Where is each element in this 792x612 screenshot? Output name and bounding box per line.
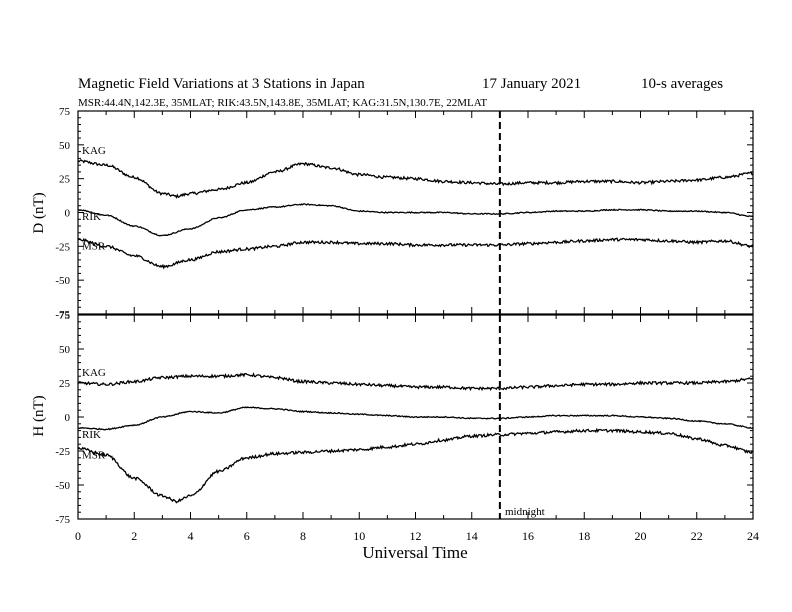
series-label-kag-h: KAG: [82, 367, 106, 379]
y-tick-label-h: 75: [59, 310, 71, 322]
series-line-rik-h: [77, 406, 754, 431]
y-tick-label-h: 50: [59, 344, 71, 356]
x-tick-label: 22: [691, 529, 703, 543]
x-tick-label: 4: [188, 529, 194, 543]
y-tick-label-h: 25: [59, 378, 71, 390]
series-label-rik-d: RIK: [82, 211, 101, 223]
series-label-kag-d: KAG: [82, 145, 106, 157]
x-tick-label: 0: [75, 529, 81, 543]
chart-date: 17 January 2021: [482, 76, 581, 92]
series-line-msr-h: [77, 427, 754, 504]
series-label-msr-h: MSR: [82, 449, 106, 461]
y-tick-label-d: 0: [65, 208, 71, 220]
y-tick-label-h: -25: [55, 446, 70, 458]
bottom-y-axis-title: H (nT): [31, 395, 47, 436]
y-tick-label-d: -75: [55, 309, 70, 321]
chart-stations-info: MSR:44.4N,142.3E, 35MLAT; RIK:43.5N,143.…: [78, 97, 487, 109]
chart-averaging: 10-s averages: [641, 76, 723, 92]
x-tick-label: 8: [300, 529, 306, 543]
top-y-axis-title: D (nT): [31, 192, 47, 233]
y-tick-label-d: 25: [59, 174, 71, 186]
x-tick-label: 2: [131, 529, 137, 543]
y-tick-label-h: 0: [65, 412, 71, 424]
x-tick-label: 10: [353, 529, 365, 543]
series-line-kag-h: [77, 372, 754, 392]
series-line-kag-d: [77, 159, 753, 199]
y-tick-label-d: -25: [55, 241, 70, 253]
x-axis-ticks: 0 2 4 6 8 10 12 14 16 18 20 22 24: [75, 529, 759, 543]
x-tick-label: 6: [244, 529, 250, 543]
series-line-msr-d: [77, 237, 754, 270]
x-tick-label: 24: [747, 529, 759, 543]
panel-h: 75 50 25 0 -25 -50 -75 KAG RIK MSR: [55, 310, 754, 526]
x-tick-label: 12: [410, 529, 422, 543]
series-label-msr-d: MSR: [82, 241, 106, 253]
series-label-rik-h: RIK: [82, 429, 101, 441]
y-tick-label-d: 75: [59, 106, 71, 118]
y-tick-label-h: -50: [55, 480, 70, 492]
series-line-rik-d: [78, 203, 754, 237]
y-tick-label-d: -50: [55, 275, 70, 287]
x-axis-title: Universal Time: [362, 543, 467, 562]
chart-title: Magnetic Field Variations at 3 Stations …: [78, 76, 365, 92]
x-tick-label: 16: [522, 529, 534, 543]
midnight-label: midnight: [505, 506, 545, 518]
panel-d: 75 50 25 0 -25 -50 -75 KAG RIK MSR: [55, 106, 754, 321]
x-tick-label: 20: [635, 529, 647, 543]
y-tick-label-h: -75: [55, 514, 70, 526]
y-tick-label-d: 50: [59, 140, 71, 152]
x-tick-label: 14: [466, 529, 478, 543]
x-tick-label: 18: [578, 529, 590, 543]
